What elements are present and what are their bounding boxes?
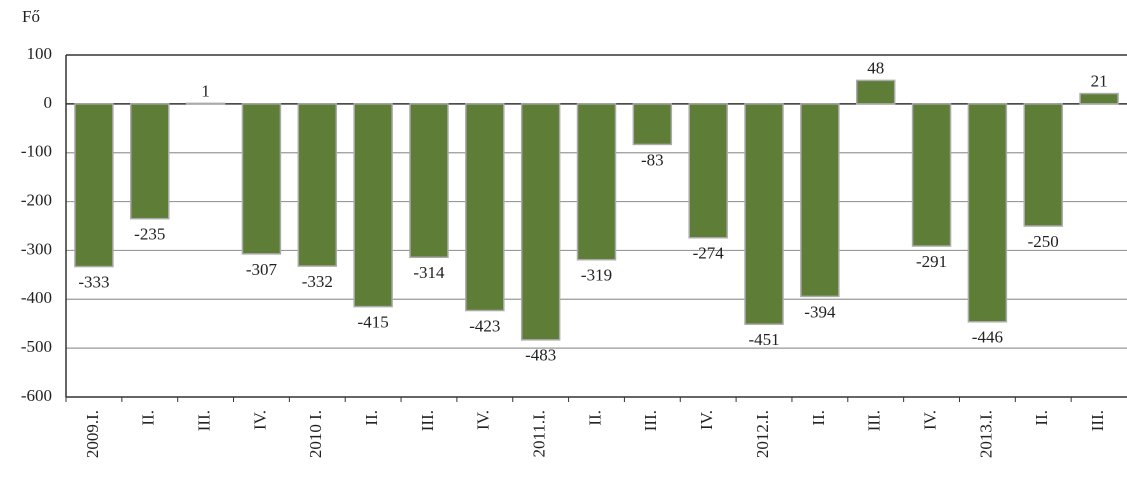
data-label: -423 [469, 316, 500, 335]
bar [409, 103, 449, 259]
bar [1023, 103, 1063, 227]
y-tick-label: 0 [44, 93, 53, 112]
bar [576, 103, 617, 261]
data-label: -250 [1028, 232, 1059, 251]
x-tick-label: III. [1088, 410, 1107, 431]
bar [353, 103, 393, 308]
data-label: -446 [972, 328, 1003, 347]
bar [744, 103, 784, 325]
x-tick-label: 2011.I. [530, 410, 549, 458]
bar [297, 103, 338, 267]
y-tick-label: -600 [21, 386, 52, 405]
data-label: -415 [358, 313, 389, 332]
y-tick-label: -200 [21, 190, 52, 209]
x-tick-label: IV. [920, 410, 939, 430]
bar [855, 79, 896, 105]
y-tick-label: 100 [27, 44, 53, 63]
x-tick-label: II. [809, 410, 828, 426]
data-label: 21 [1091, 72, 1108, 91]
x-tick-label: III. [865, 410, 884, 431]
data-label: -319 [581, 266, 612, 285]
bar [911, 103, 952, 247]
x-tick-label: IV. [697, 410, 716, 430]
data-label: -333 [78, 272, 109, 291]
x-tick-label: III. [195, 410, 214, 431]
x-tick-label: 2013.I. [976, 410, 995, 458]
x-tick-label: 2012.I. [753, 410, 772, 458]
data-label: -291 [916, 252, 947, 271]
bar [74, 103, 114, 268]
x-tick-label: II. [1032, 410, 1051, 426]
bar [130, 103, 170, 220]
y-tick-label: -100 [21, 142, 52, 161]
bar [520, 103, 561, 341]
data-label: -483 [525, 346, 556, 365]
data-label: -314 [413, 263, 445, 282]
data-label: -451 [748, 330, 779, 349]
data-label: -235 [134, 225, 165, 244]
x-tick-label: 2009.I. [83, 410, 102, 458]
x-tick-label: III. [641, 410, 660, 431]
data-label: -332 [302, 272, 333, 291]
bar [241, 103, 282, 255]
bar [688, 103, 728, 239]
data-label: -307 [246, 260, 278, 279]
x-tick-label: IV. [250, 410, 269, 430]
x-tick-label: IV. [474, 410, 493, 430]
y-tick-label: -500 [21, 337, 52, 356]
y-tick-label: -300 [21, 239, 52, 258]
bar [632, 103, 673, 146]
x-tick-label: II. [585, 410, 604, 426]
data-label: 48 [867, 58, 884, 77]
bar [465, 103, 505, 312]
data-label: 1 [201, 81, 210, 100]
bar [800, 103, 840, 298]
bar [967, 103, 1008, 323]
x-tick-label: II. [362, 410, 381, 426]
x-tick-label: 2010 I. [306, 410, 325, 458]
data-label: -274 [693, 244, 725, 263]
data-label: -394 [804, 302, 836, 321]
x-tick-label: II. [139, 410, 158, 426]
x-tick-label: III. [418, 410, 437, 431]
y-tick-label: -400 [21, 288, 52, 307]
data-label: -83 [641, 150, 664, 169]
y-axis-label: Fő [22, 7, 40, 26]
bar [1079, 92, 1119, 105]
